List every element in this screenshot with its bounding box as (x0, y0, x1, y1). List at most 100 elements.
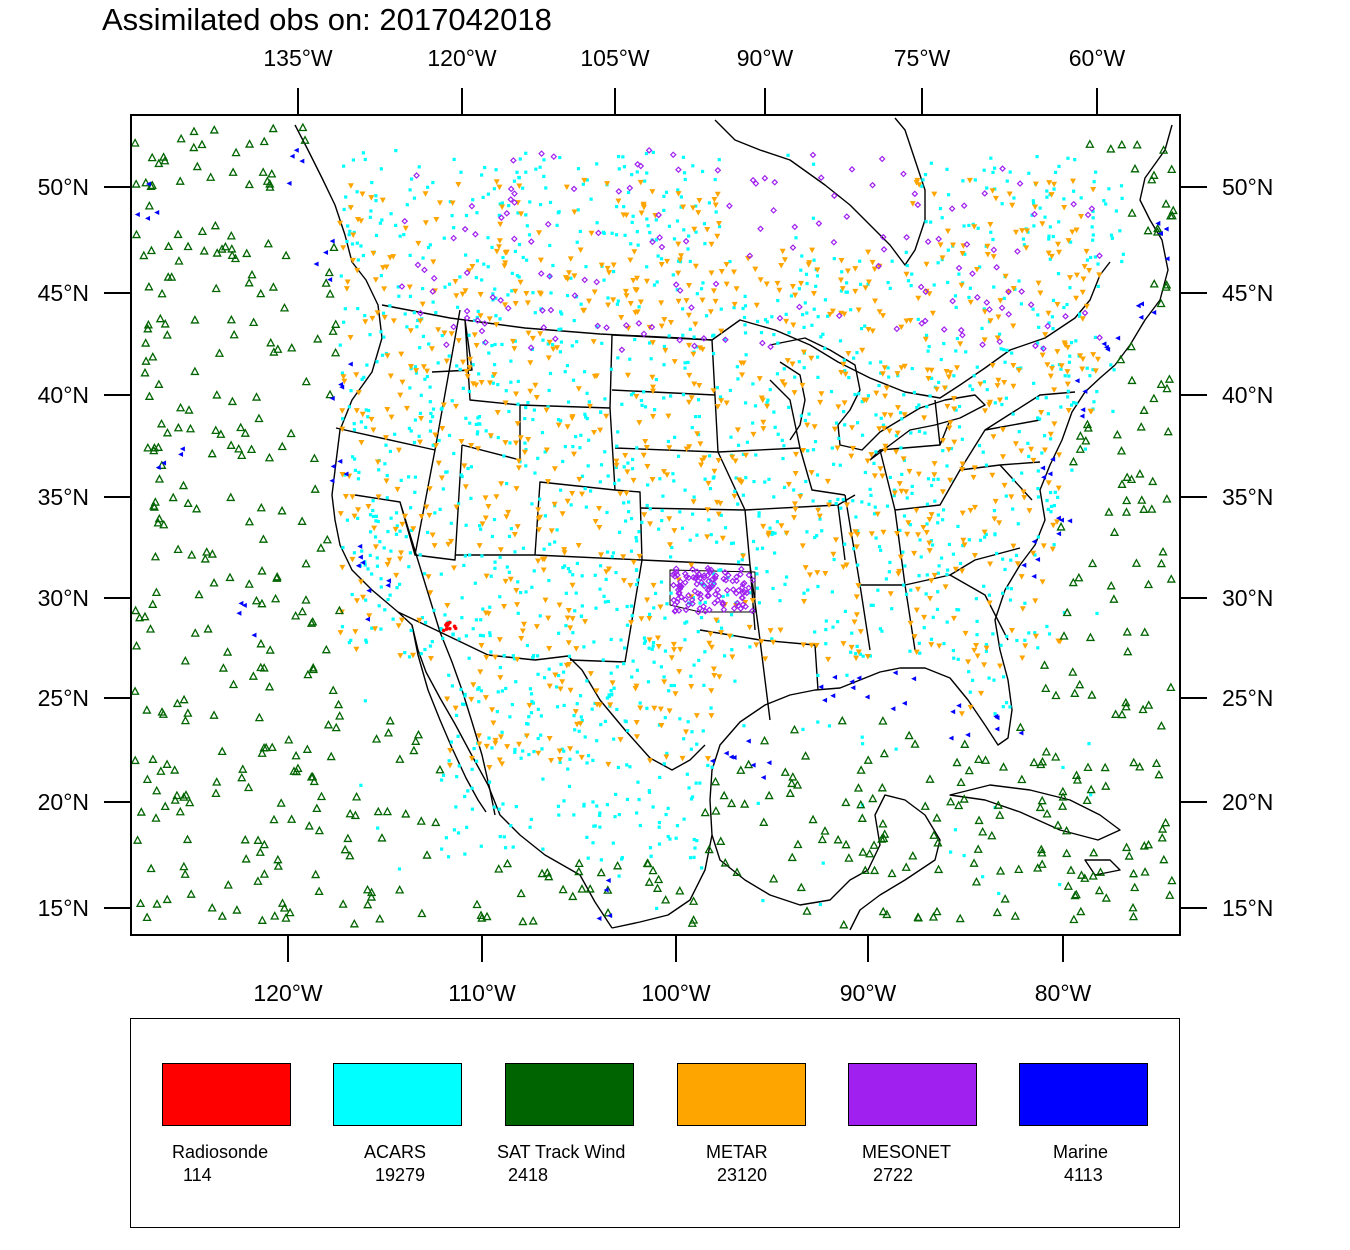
acars-marker (673, 435, 677, 439)
metar-marker (869, 328, 876, 334)
acars-marker (967, 670, 971, 674)
metar-marker (518, 636, 525, 642)
acars-marker (989, 156, 993, 160)
acars-marker (936, 513, 940, 517)
sat-track-wind-marker (142, 705, 152, 714)
metar-marker (493, 322, 500, 328)
mesonet-marker (685, 592, 692, 599)
acars-marker (953, 828, 958, 832)
sat-track-wind-marker (1070, 890, 1080, 900)
acars-marker (804, 272, 809, 276)
acars-marker (918, 651, 922, 655)
acars-marker (532, 569, 536, 573)
sat-track-wind-marker (648, 865, 658, 875)
acars-marker (845, 673, 849, 677)
metar-marker (1065, 408, 1072, 414)
acars-marker (637, 530, 641, 534)
sat-track-wind-marker (844, 853, 854, 862)
acars-marker (463, 694, 467, 698)
legend-count-sat-track-wind: 2418 (508, 1165, 549, 1185)
acars-marker (894, 747, 898, 751)
metar-marker (496, 238, 503, 244)
metar-marker (546, 645, 553, 652)
metar-marker (618, 314, 625, 321)
acars-marker (815, 534, 819, 538)
acars-marker (924, 592, 928, 596)
metar-marker (556, 748, 563, 755)
acars-marker (755, 547, 759, 551)
metar-marker (708, 713, 715, 719)
acars-marker (439, 407, 443, 411)
acars-marker (409, 528, 414, 533)
acars-marker (397, 867, 402, 871)
metar-marker (564, 276, 571, 283)
metar-marker (692, 263, 699, 270)
metar-marker (529, 335, 536, 342)
sat-track-wind-marker (131, 755, 140, 765)
acars-marker (651, 805, 655, 809)
acars-marker (471, 363, 475, 367)
sat-track-wind-marker (1135, 469, 1145, 478)
acars-marker (682, 737, 686, 741)
sat-track-wind-marker (574, 858, 584, 867)
acars-marker (662, 194, 666, 198)
acars-marker (751, 421, 755, 425)
mesonet-marker (721, 569, 729, 576)
acars-marker (615, 707, 619, 712)
acars-marker (378, 540, 382, 544)
metar-marker (1047, 431, 1054, 438)
metar-marker (564, 498, 571, 505)
metar-marker (527, 388, 534, 395)
acars-marker (507, 570, 511, 574)
metar-marker (792, 451, 799, 458)
metar-marker (1069, 178, 1076, 185)
metar-marker (1026, 508, 1033, 514)
acars-marker (1036, 469, 1040, 473)
metar-marker (664, 258, 671, 265)
sat-track-wind-marker (160, 155, 170, 165)
acars-marker (622, 205, 626, 209)
acars-marker (427, 342, 431, 346)
acars-marker (773, 531, 777, 535)
metar-marker (738, 360, 745, 366)
acars-marker (772, 410, 776, 414)
acars-marker (408, 386, 412, 390)
acars-marker (430, 639, 434, 644)
acars-marker (962, 853, 966, 858)
marine-marker (1074, 378, 1080, 384)
acars-marker (421, 256, 425, 260)
metar-marker (1019, 655, 1026, 662)
sat-track-wind-marker (273, 344, 283, 353)
acars-marker (703, 583, 707, 587)
metar-marker (339, 408, 346, 414)
sat-track-wind-marker (144, 200, 154, 210)
metar-marker (905, 520, 912, 526)
metar-marker (790, 322, 797, 329)
sat-track-wind-marker (1157, 824, 1168, 833)
acars-marker (586, 754, 591, 758)
sat-track-wind-marker (301, 595, 311, 604)
metar-marker (638, 210, 645, 217)
sat-track-wind-marker (179, 861, 189, 871)
metar-marker (615, 198, 622, 205)
acars-marker (756, 801, 760, 806)
sat-track-wind-marker (212, 777, 222, 786)
acars-marker (968, 286, 972, 290)
mesonet-marker (726, 202, 733, 210)
acars-marker (558, 310, 563, 314)
acars-marker (525, 224, 529, 228)
acars-marker (647, 341, 652, 345)
acars-marker (587, 438, 591, 442)
metar-marker (667, 319, 674, 326)
acars-marker (823, 298, 828, 302)
marine-marker (1138, 314, 1144, 320)
metar-marker (859, 347, 866, 354)
acars-marker (659, 665, 663, 669)
acars-marker (615, 444, 619, 448)
sat-track-wind-marker (157, 288, 167, 298)
sat-track-wind-marker (179, 694, 189, 704)
acars-marker (490, 746, 494, 750)
metar-marker (395, 447, 402, 454)
metar-marker (448, 538, 455, 545)
sat-track-wind-marker (246, 444, 257, 454)
